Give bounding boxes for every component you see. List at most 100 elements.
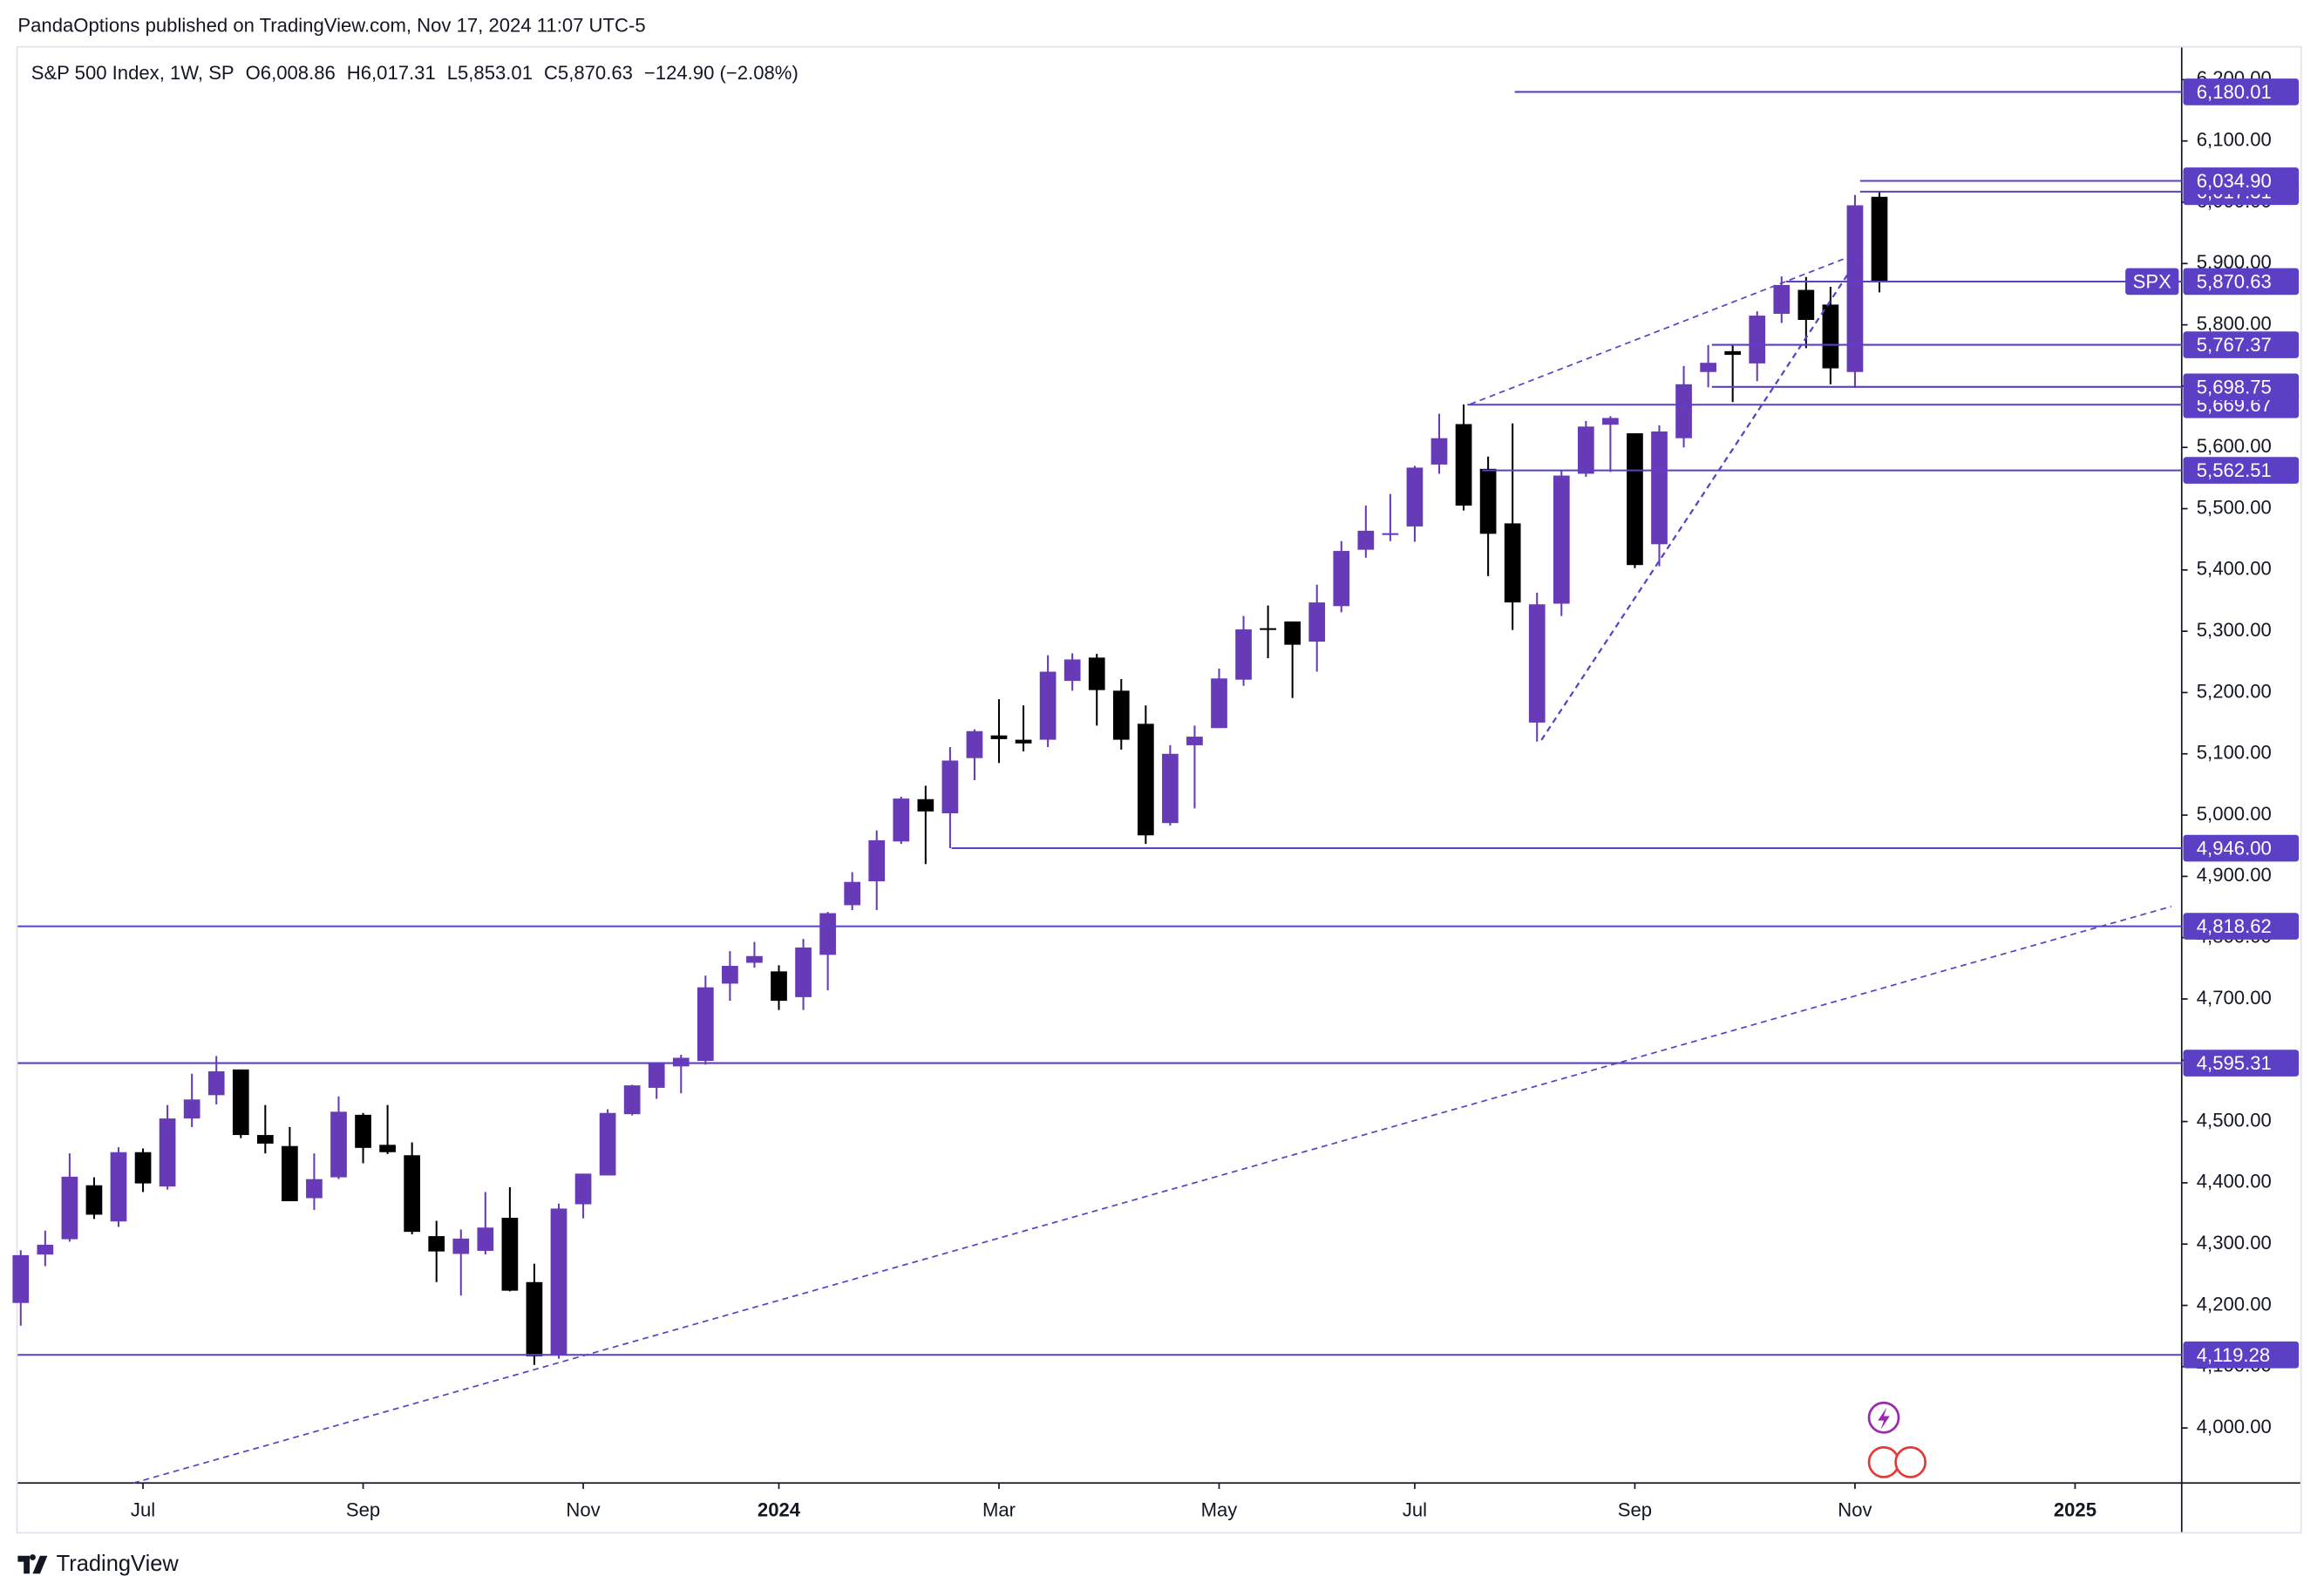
candle-body (1357, 530, 1375, 550)
y-tick-label: 5,300.00 (2197, 619, 2272, 641)
candle-body (795, 947, 812, 997)
candle-body (526, 1281, 543, 1356)
level-price-label: 5,767.37 (2197, 334, 2272, 356)
candle-body (1333, 551, 1350, 607)
level-price-label: 5,562.51 (2197, 459, 2272, 481)
candle-body (623, 1085, 641, 1115)
candle-body (232, 1069, 249, 1136)
y-tick-label: 4,400.00 (2197, 1171, 2272, 1192)
candle-body (893, 798, 910, 842)
level-price-tag (2183, 167, 2300, 194)
y-tick-label: 6,100.00 (2197, 129, 2272, 151)
level-price-tag (2183, 331, 2300, 358)
trend-line (1540, 255, 1861, 741)
candle-body (1112, 690, 1130, 740)
candle-body (1773, 284, 1791, 314)
candle-body (256, 1135, 274, 1144)
y-tick-label: 4,700.00 (2197, 987, 2272, 1009)
y-tick-label: 5,100.00 (2197, 742, 2272, 764)
level-price-tag (2183, 913, 2300, 940)
x-tick-label: 2024 (758, 1498, 801, 1520)
y-tick-label: 4,000.00 (2197, 1416, 2272, 1437)
legend-close: C5,870.63 (544, 62, 633, 84)
candle-body (501, 1217, 519, 1291)
candle-body (697, 987, 714, 1061)
candle-body (110, 1152, 127, 1222)
candle-body (183, 1099, 200, 1119)
candle-body (1749, 316, 1766, 364)
level-price-label: 6,034.90 (2197, 170, 2272, 192)
candle-body (379, 1145, 396, 1152)
y-tick-label: 5,600.00 (2197, 435, 2272, 457)
candle-body (746, 955, 763, 963)
candle-body (819, 913, 836, 955)
symbol-tag-label: SPX (2133, 270, 2171, 292)
level-price-tag (2183, 457, 2300, 484)
candle-body (599, 1112, 616, 1176)
y-tick-label: 5,200.00 (2197, 680, 2272, 702)
candle-body (941, 760, 959, 813)
level-price-tag (2183, 1050, 2300, 1077)
level-price-label: 4,595.31 (2197, 1052, 2272, 1074)
candle-body (428, 1236, 445, 1252)
trend-line (133, 906, 2172, 1485)
candle-body (1528, 604, 1546, 723)
candle-body (1088, 657, 1105, 690)
candle-body (1406, 467, 1424, 527)
candle-body (550, 1208, 567, 1355)
level-price-label: 4,818.62 (2197, 915, 2272, 937)
trend-line (1470, 251, 1861, 405)
candle-body (1627, 433, 1643, 566)
candle-body (722, 966, 738, 984)
candle-body (85, 1185, 103, 1215)
x-tick-label: Jul (131, 1498, 155, 1520)
y-tick-label: 4,900.00 (2197, 864, 2272, 886)
candle-body (1724, 350, 1742, 356)
x-tick-label: May (1201, 1498, 1239, 1520)
x-tick-label: Sep (1618, 1498, 1652, 1520)
level-price-tag (2183, 268, 2300, 296)
brand-logo (17, 1554, 48, 1574)
candle-body (1675, 384, 1692, 438)
candle-body (1260, 628, 1276, 630)
x-tick-label: Sep (346, 1498, 380, 1520)
candle-body (404, 1155, 421, 1233)
candle-body (61, 1176, 78, 1240)
y-tick-label: 5,400.00 (2197, 558, 2272, 580)
level-price-label: 5,698.75 (2197, 376, 2272, 398)
candle-body (844, 881, 861, 906)
candle-body (1430, 438, 1448, 465)
symbol-tag (2125, 268, 2179, 296)
brand: TradingView (17, 1552, 179, 1576)
level-price-label: 6,180.01 (2197, 81, 2272, 103)
x-tick-label: Nov (1838, 1498, 1872, 1520)
level-price-tag (2183, 373, 2300, 401)
candle-body (990, 735, 1008, 739)
y-tick-label: 4,500.00 (2197, 1109, 2272, 1131)
y-tick-label: 5,800.00 (2197, 312, 2272, 334)
event-icon (1867, 1445, 1900, 1478)
x-tick-label: Mar (982, 1498, 1016, 1520)
candle-body (330, 1111, 347, 1178)
candle-body (672, 1057, 690, 1067)
candle-body (1063, 659, 1081, 682)
candle-body (159, 1118, 176, 1187)
candle-body (452, 1238, 470, 1254)
candle-body (1382, 533, 1399, 535)
plot (12, 91, 2182, 1365)
candle-body (1822, 304, 1839, 369)
candle-body (1015, 739, 1032, 744)
legend-open: O6,008.86 (246, 62, 336, 84)
legend-change: −124.90 (−2.08%) (644, 62, 798, 84)
level-price-tag (2183, 1341, 2300, 1369)
event-icon (1894, 1445, 1926, 1478)
candle-body (648, 1063, 665, 1088)
candle-body (1308, 602, 1326, 642)
publish-header: PandaOptions published on TradingView.co… (17, 15, 645, 37)
candle-body (1553, 475, 1570, 604)
candle-body (355, 1114, 371, 1148)
legend-low: L5,853.01 (447, 62, 533, 84)
